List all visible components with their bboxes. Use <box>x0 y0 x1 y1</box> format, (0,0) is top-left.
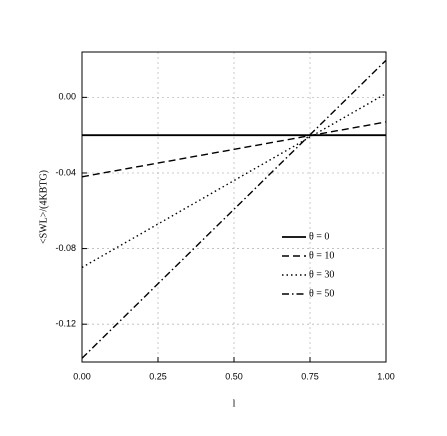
y-tick-label: -0.12 <box>55 319 76 329</box>
series-line <box>81 121 387 178</box>
plot-frame <box>81 51 387 363</box>
x-tick-label: 0.50 <box>225 371 243 381</box>
legend-label: θ = 0 <box>309 231 329 242</box>
x-tick-label: 0.00 <box>73 371 91 381</box>
x-tick-label: 1.00 <box>377 371 395 381</box>
y-tick-label: -0.08 <box>55 243 76 253</box>
legend-label: θ = 10 <box>309 250 334 261</box>
x-tick-label: 0.25 <box>149 371 167 381</box>
y-tick-label: -0.04 <box>55 167 76 177</box>
x-tick-label: 0.75 <box>301 371 319 381</box>
x-axis-label: l <box>233 398 236 409</box>
legend-label: θ = 50 <box>309 288 334 299</box>
y-axis-label: <SWL>/(4KBTG) <box>38 170 49 244</box>
y-tick-label: 0.00 <box>58 92 76 102</box>
series-line <box>81 59 387 359</box>
series-line <box>81 92 387 269</box>
legend-label: θ = 30 <box>309 269 334 280</box>
